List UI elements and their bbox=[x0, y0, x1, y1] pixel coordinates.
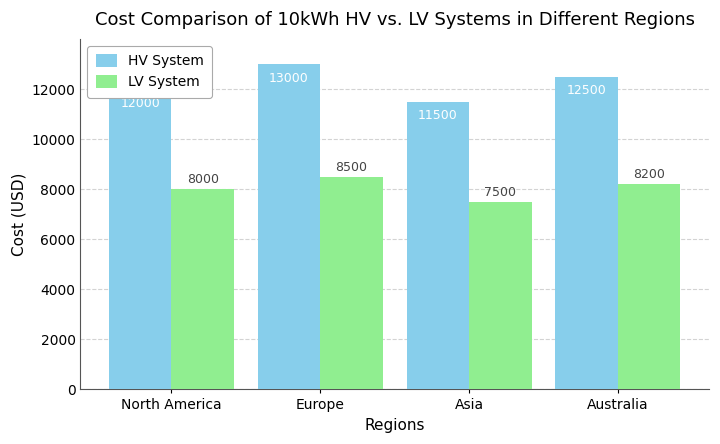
Text: 8200: 8200 bbox=[633, 168, 665, 181]
Bar bbox=[407, 102, 469, 389]
Text: 7500: 7500 bbox=[485, 186, 516, 198]
Text: 12500: 12500 bbox=[567, 84, 606, 97]
Bar bbox=[555, 76, 618, 389]
Bar bbox=[618, 184, 680, 389]
Text: 8000: 8000 bbox=[186, 173, 219, 186]
X-axis label: Regions: Regions bbox=[364, 418, 425, 433]
Bar bbox=[171, 189, 234, 389]
Legend: HV System, LV System: HV System, LV System bbox=[87, 46, 212, 98]
Bar bbox=[109, 89, 171, 389]
Text: 13000: 13000 bbox=[269, 71, 309, 84]
Text: 12000: 12000 bbox=[120, 96, 160, 110]
Bar bbox=[469, 202, 531, 389]
Y-axis label: Cost (USD): Cost (USD) bbox=[11, 172, 26, 256]
Title: Cost Comparison of 10kWh HV vs. LV Systems in Different Regions: Cost Comparison of 10kWh HV vs. LV Syste… bbox=[94, 11, 695, 29]
Text: 8500: 8500 bbox=[336, 161, 367, 174]
Bar bbox=[258, 64, 320, 389]
Bar bbox=[320, 177, 383, 389]
Text: 11500: 11500 bbox=[418, 109, 458, 122]
